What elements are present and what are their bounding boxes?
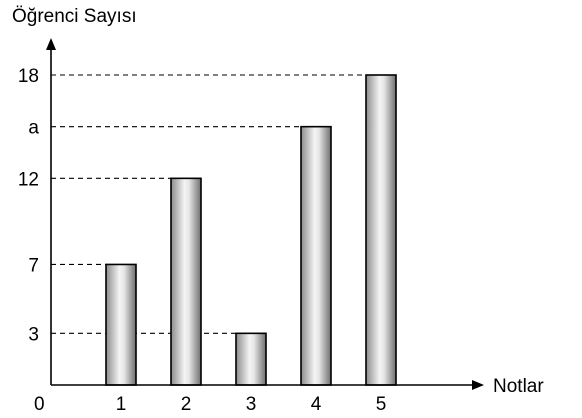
x-tick-label-1: 1 [116,394,127,415]
y-tick-label-3: 3 [28,324,39,345]
y-tick-label-7: 7 [28,255,39,276]
x-tick-label-5: 5 [376,394,387,415]
bar-3 [235,332,267,386]
origin-label: 0 [34,394,45,415]
y-axis-arrow [46,38,56,50]
x-axis-label: Notlar [493,376,544,397]
x-axis-arrow [472,380,484,390]
bars [105,74,397,386]
x-tick-label-2: 2 [181,394,192,415]
y-tick-labels: 3 7 12 a 18 [18,66,40,345]
bar-4 [300,125,332,386]
y-axis-label: Öğrenci Sayısı [12,6,137,27]
bar-5 [365,74,397,386]
x-tick-label-3: 3 [246,394,257,415]
bar-1 [105,263,137,386]
bar-2 [170,177,202,386]
guide-lines [51,74,366,334]
y-tick-label-12: 12 [18,169,39,190]
x-tick-labels: 1 2 3 4 5 [116,394,387,415]
y-tick-label-a: a [28,118,39,139]
x-tick-label-4: 4 [311,394,322,415]
y-tick-label-18: 18 [18,66,39,87]
